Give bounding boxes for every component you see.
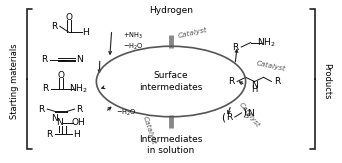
Text: −: − (60, 55, 67, 64)
Text: (: ( (222, 112, 226, 122)
Text: R: R (226, 113, 233, 122)
Text: R: R (274, 77, 280, 86)
Text: R: R (46, 130, 52, 139)
Text: H: H (251, 85, 258, 94)
Text: NH$_2$: NH$_2$ (257, 36, 276, 49)
Text: O: O (65, 13, 73, 22)
Text: N: N (52, 114, 58, 123)
Text: R: R (41, 55, 47, 64)
Text: N: N (56, 118, 63, 127)
Text: Catalyst: Catalyst (238, 101, 261, 128)
Text: Surface
intermediates: Surface intermediates (139, 71, 203, 92)
Text: NH$_2$: NH$_2$ (69, 82, 88, 95)
Text: R: R (77, 104, 83, 114)
Text: Products: Products (323, 63, 331, 100)
Text: Catalyst: Catalyst (142, 115, 157, 145)
Text: N: N (76, 55, 83, 64)
Text: $-$H$_2$O: $-$H$_2$O (116, 108, 137, 118)
Text: R: R (51, 22, 57, 31)
Text: Catalyst: Catalyst (256, 60, 286, 72)
Text: H: H (82, 28, 89, 37)
Text: OH: OH (72, 118, 86, 127)
Text: Intermediates
in solution: Intermediates in solution (139, 135, 203, 155)
Text: N: N (251, 81, 258, 90)
Text: H: H (73, 130, 79, 139)
Text: R: R (38, 104, 44, 114)
Text: ): ) (242, 107, 246, 117)
Text: Catalyst: Catalyst (177, 27, 208, 39)
Text: O: O (58, 71, 65, 80)
Text: R: R (228, 77, 235, 86)
Text: Hydrogen: Hydrogen (149, 6, 193, 15)
Text: Starting materials: Starting materials (11, 44, 19, 119)
Text: +NH$_3$
$-$H$_2$O: +NH$_3$ $-$H$_2$O (123, 30, 143, 52)
Text: N: N (247, 109, 254, 118)
Text: 3: 3 (245, 114, 249, 119)
Text: R: R (232, 43, 239, 52)
Text: R: R (42, 84, 49, 93)
